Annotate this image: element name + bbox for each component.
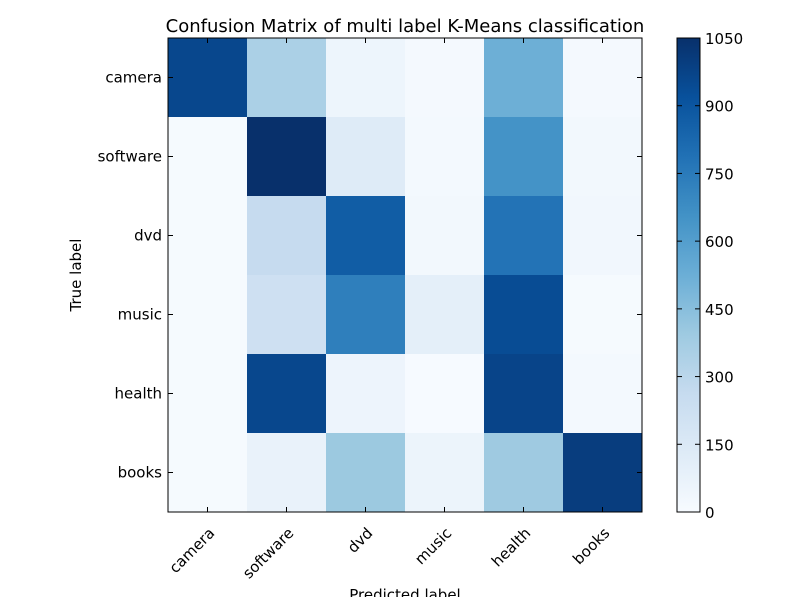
colorbar-tick-label: 1050 [705, 30, 743, 48]
heatmap-cell-dvd-health [484, 196, 564, 276]
colorbar-tick-label: 450 [705, 301, 734, 319]
y-tick-label-dvd: dvd [134, 227, 162, 245]
heatmap-cell-software-camera [168, 117, 248, 197]
y-axis-ticks: camera software dvd music health books [98, 69, 642, 482]
heatmap-cell-health-music [405, 354, 485, 434]
heatmap-cell-health-camera [168, 354, 248, 434]
heatmap-cell-music-software [247, 275, 327, 355]
heatmap-cell-camera-dvd [326, 38, 406, 118]
x-tick-label-dvd: dvd [344, 524, 376, 556]
colorbar-tick-label: 750 [705, 165, 734, 183]
heatmap-cell-music-music [405, 275, 485, 355]
heatmap-cell-software-dvd [326, 117, 406, 197]
colorbar-tick-label: 900 [705, 98, 734, 116]
colorbar [676, 37, 701, 513]
heatmap-cell-health-health [484, 354, 564, 434]
y-tick-label-camera: camera [105, 69, 162, 87]
y-axis-label: True label [67, 239, 85, 313]
heatmap-cell-camera-books [563, 38, 643, 118]
heatmap-cell-dvd-camera [168, 196, 248, 276]
y-tick-label-software: software [98, 148, 162, 166]
heatmap-cell-dvd-music [405, 196, 485, 276]
x-tick-label-music: music [411, 524, 455, 568]
heatmap-cell-dvd-books [563, 196, 643, 276]
x-tick-label-camera: camera [166, 524, 219, 577]
colorbar-tick-label: 600 [705, 233, 734, 251]
heatmap-cell-software-health [484, 117, 564, 197]
heatmap-cell-books-software [247, 433, 327, 513]
heatmap-cell-health-dvd [326, 354, 406, 434]
heatmap-cell-camera-music [405, 38, 485, 118]
colorbar-tick-label: 300 [705, 369, 734, 387]
heatmap-cell-software-software [247, 117, 327, 197]
heatmap-cell-music-dvd [326, 275, 406, 355]
plot-frame [167, 37, 643, 513]
colorbar-ticks: 0 150 300 450 600 750 900 1050 [677, 30, 743, 522]
x-axis-label: Predicted label [349, 586, 460, 597]
heatmap-cell-software-music [405, 117, 485, 197]
colorbar-tick-label: 0 [705, 504, 715, 522]
heatmap-cell-camera-camera [168, 38, 248, 118]
heatmap-cell-health-books [563, 354, 643, 434]
heatmap-cells [168, 38, 643, 513]
x-tick-label-books: books [569, 524, 613, 568]
heatmap-cell-books-music [405, 433, 485, 513]
heatmap-cell-music-camera [168, 275, 248, 355]
y-tick-label-books: books [118, 464, 163, 482]
heatmap-cell-books-dvd [326, 433, 406, 513]
heatmap-cell-software-books [563, 117, 643, 197]
heatmap-cell-music-health [484, 275, 564, 355]
heatmap-cell-dvd-software [247, 196, 327, 276]
x-tick-label-software: software [239, 524, 297, 582]
heatmap-cell-camera-software [247, 38, 327, 118]
y-tick-label-health: health [115, 385, 162, 403]
x-tick-label-health: health [488, 524, 534, 570]
heatmap-cell-books-books [563, 433, 643, 513]
heatmap-cell-health-software [247, 354, 327, 434]
heatmap-cell-camera-health [484, 38, 564, 118]
heatmap-cell-books-camera [168, 433, 248, 513]
chart-title: Confusion Matrix of multi label K-Means … [166, 16, 645, 37]
heatmap-cell-music-books [563, 275, 643, 355]
y-tick-label-music: music [118, 306, 162, 324]
colorbar-tick-label: 150 [705, 436, 734, 454]
heatmap-cell-dvd-dvd [326, 196, 406, 276]
heatmap-cell-books-health [484, 433, 564, 513]
